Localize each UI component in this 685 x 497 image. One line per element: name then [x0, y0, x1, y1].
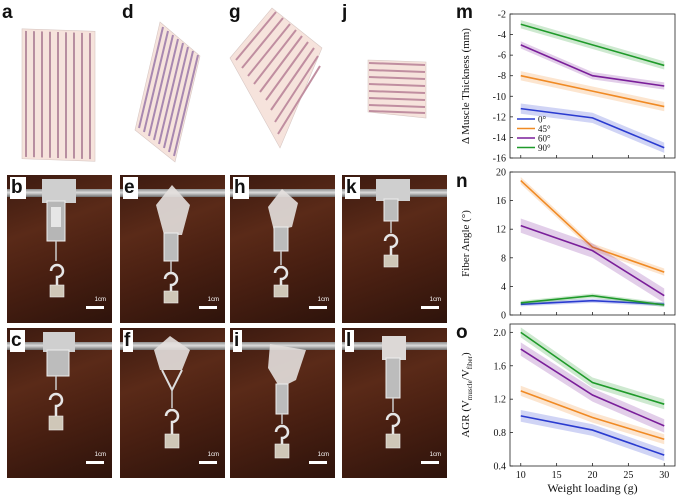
y-tick-label-m: -6 — [498, 51, 506, 62]
schematic-0-degree — [21, 28, 96, 162]
photo-panel-c: 1cm c — [7, 328, 112, 478]
y-axis-label-n: Fiber Angle (°) — [460, 210, 472, 277]
scale-bar-label: 1cm — [429, 297, 441, 303]
photo-panel-l: 1cm l — [342, 328, 447, 478]
y-axis-label-part: ) — [460, 352, 472, 356]
panel-label-c: c — [10, 330, 25, 352]
y-axis-label-part: AGR (V — [460, 400, 472, 438]
panel-label-a: a — [2, 2, 13, 23]
y-tick-label-m: -10 — [493, 92, 506, 103]
y-axis-label-m: Δ Muscle Thickness (mm) — [460, 28, 472, 144]
y-tick-label-o: 1.6 — [494, 361, 507, 372]
charts-mno: -2 -4 -6 -8 -10 -12 -14 -16 Δ Muscle Thickness (… — [460, 10, 676, 495]
legend-label: 60° — [538, 134, 551, 144]
y-axis-label-part: muscle — [466, 380, 474, 400]
photo-panel-h: 1cm h — [230, 175, 335, 323]
series-line-o — [520, 348, 665, 427]
legend-label: 90° — [538, 143, 551, 153]
series-line-n — [520, 294, 665, 306]
series-band-n — [520, 177, 665, 276]
legend-label: 0° — [538, 115, 547, 125]
photo-panel-k: 1cm k — [342, 175, 447, 323]
y-axis-label-o: AGR (Vmuscle/Vfiber) — [460, 352, 474, 438]
scale-bar-label: 1cm — [94, 452, 106, 458]
photo-panel-b: 1cm b — [7, 175, 112, 323]
panel-label-l: l — [345, 330, 355, 352]
series-line-n — [520, 179, 665, 273]
series-band-o — [520, 385, 665, 445]
y-axis-label-part: fiber — [466, 355, 474, 369]
y-tick-label-o: 2.0 — [494, 328, 507, 339]
y-tick-label-m: -14 — [493, 133, 506, 144]
y-tick-label-m: -16 — [493, 154, 506, 165]
series-line-m — [520, 44, 665, 87]
panel-label-h: h — [233, 177, 249, 199]
x-tick-label-o: 15 — [552, 470, 562, 481]
series-line-m — [520, 74, 665, 108]
scale-bar-label: 1cm — [429, 452, 441, 458]
x-tick-label-o: 20 — [588, 470, 598, 481]
panel-label-j: j — [342, 2, 348, 23]
legend-label: 45° — [538, 124, 551, 134]
series-line-o — [520, 331, 665, 405]
schematic-45-degree — [229, 7, 323, 149]
panel-label-b: b — [10, 177, 26, 199]
photo-panel-i: 1cm i — [230, 328, 335, 478]
panel-label-m: m — [456, 2, 473, 23]
y-tick-label-m: -4 — [498, 30, 506, 41]
y-tick-label-m: -12 — [493, 112, 506, 123]
series-line-m — [520, 107, 665, 149]
panel-label-d: d — [122, 2, 134, 23]
panel-label-k: k — [345, 177, 360, 199]
y-tick-label-n: 16 — [496, 196, 506, 207]
x-tick-label-o: 10 — [516, 470, 526, 481]
panel-label-i: i — [233, 330, 243, 352]
y-tick-label-m: -2 — [498, 10, 506, 21]
fiber-schematics — [21, 7, 427, 163]
x-tick-label-o: 30 — [659, 470, 669, 481]
panel-label-f: f — [123, 330, 134, 352]
y-axis-label-part: /V — [460, 369, 472, 380]
panel-label-e: e — [123, 177, 138, 199]
x-tick-label-o: 25 — [623, 470, 633, 481]
y-tick-label-n: 20 — [496, 168, 506, 179]
scale-bar-label: 1cm — [207, 297, 219, 303]
scale-bar-label: 1cm — [317, 297, 329, 303]
y-tick-label-o: 0.4 — [494, 462, 507, 473]
y-tick-label-n: 0 — [501, 311, 506, 322]
schematic-90-degree — [367, 59, 427, 119]
panel-label-o: o — [456, 322, 468, 343]
series-band-m — [520, 103, 665, 153]
scale-bar-label: 1cm — [94, 297, 106, 303]
panel-label-n: n — [456, 171, 468, 192]
y-tick-label-o: 0.8 — [494, 428, 507, 439]
schematic-60-degree — [134, 21, 201, 163]
series-line-o — [520, 415, 665, 456]
panel-label-g: g — [229, 2, 241, 23]
series-line-o — [520, 390, 665, 441]
series-band-n — [520, 218, 665, 303]
series-line-m — [520, 23, 665, 67]
y-tick-label-n: 12 — [496, 225, 506, 236]
y-tick-label-n: 8 — [501, 253, 506, 264]
series-line-n — [520, 224, 665, 297]
scale-bar-label: 1cm — [207, 452, 219, 458]
series-line-n — [520, 299, 665, 306]
y-tick-label-m: -8 — [498, 71, 506, 82]
photo-panel-f: 1cm f — [120, 328, 225, 478]
series-band-m — [520, 41, 665, 90]
y-tick-label-o: 1.2 — [494, 395, 507, 406]
scale-bar-label: 1cm — [317, 452, 329, 458]
series-band-o — [520, 327, 665, 410]
y-tick-label-n: 4 — [501, 282, 506, 293]
x-axis-label-o: Weight loading (g) — [547, 481, 637, 495]
photo-panel-e: 1cm e — [120, 175, 225, 323]
